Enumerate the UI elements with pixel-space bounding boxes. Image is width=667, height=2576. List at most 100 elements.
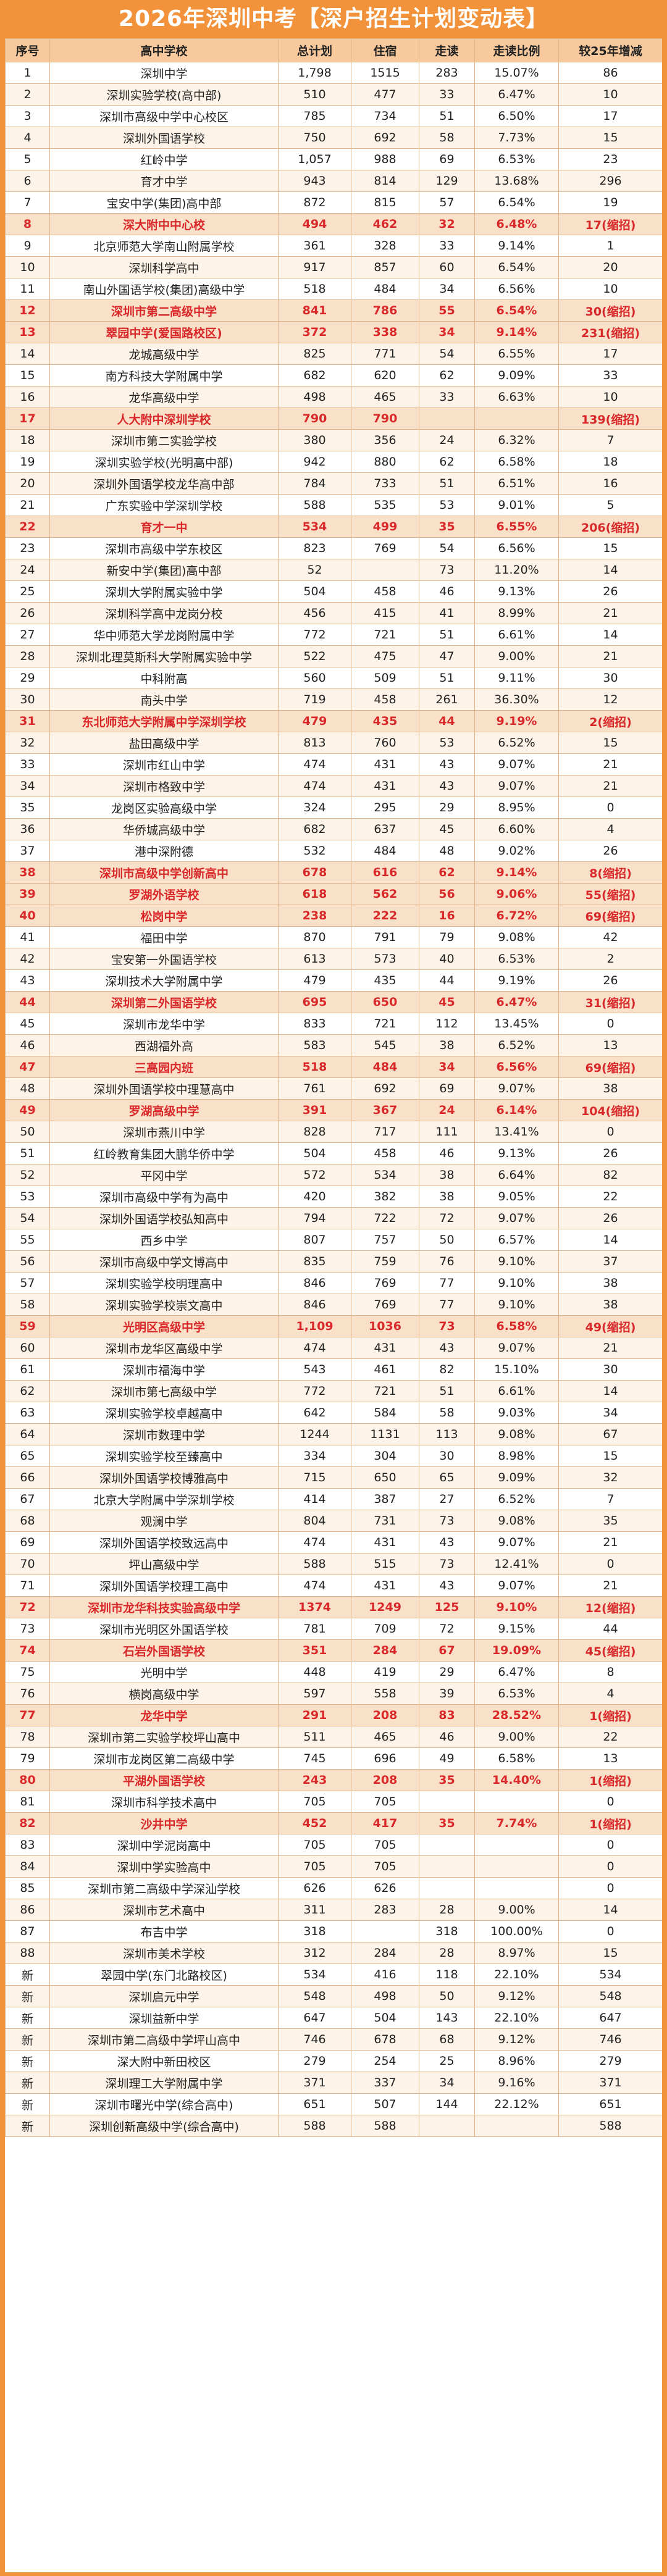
- change-vs-2025: 21: [558, 645, 662, 667]
- total-plan: 745: [278, 1747, 351, 1770]
- boarding-count: 616: [351, 861, 419, 884]
- change-vs-2025: 15: [558, 1445, 662, 1467]
- day-ratio: 6.63%: [474, 386, 559, 408]
- table-row: 83 深圳中学泥岗高中 705 705 0: [5, 1834, 662, 1856]
- day-ratio: 6.32%: [474, 429, 559, 451]
- row-index: 36: [5, 818, 50, 840]
- day-ratio: 9.07%: [474, 1574, 559, 1597]
- table-row: 44 深圳第二外国语学校 695 650 45 6.47% 31(缩招): [5, 991, 662, 1013]
- change-vs-2025: 22: [558, 1726, 662, 1748]
- total-plan: 678: [278, 861, 351, 884]
- change-vs-2025: 69(缩招): [558, 905, 662, 927]
- school-name: 港中深附德: [49, 840, 279, 862]
- boarding-count: 465: [351, 386, 419, 408]
- day-ratio: 6.54%: [474, 191, 559, 214]
- change-vs-2025: 21: [558, 753, 662, 776]
- boarding-count: 760: [351, 732, 419, 754]
- boarding-count: 499: [351, 516, 419, 538]
- table-row: 25 深圳大学附属实验中学 504 458 46 9.13% 26: [5, 580, 662, 603]
- table-row: 66 深圳外国语学校博雅高中 715 650 65 9.09% 32: [5, 1466, 662, 1489]
- boarding-count: 465: [351, 1726, 419, 1748]
- change-vs-2025: 1(缩招): [558, 1704, 662, 1726]
- day-count: 125: [419, 1596, 475, 1618]
- total-plan: 772: [278, 1380, 351, 1402]
- row-index: 72: [5, 1596, 50, 1618]
- day-ratio: 6.48%: [474, 213, 559, 235]
- day-ratio: 9.08%: [474, 1510, 559, 1532]
- total-plan: 1,109: [278, 1315, 351, 1337]
- row-index: 50: [5, 1121, 50, 1143]
- boarding-count: 1131: [351, 1423, 419, 1445]
- table-row: 23 深圳市高级中学东校区 823 769 54 6.56% 15: [5, 537, 662, 559]
- day-count: 72: [419, 1618, 475, 1640]
- row-index: 39: [5, 883, 50, 905]
- total-plan: 597: [278, 1683, 351, 1705]
- day-ratio: [474, 2115, 559, 2137]
- boarding-count: 283: [351, 1899, 419, 1921]
- row-index: 69: [5, 1531, 50, 1554]
- row-index: 64: [5, 1423, 50, 1445]
- header-row: 序号 高中学校 总计划 住宿 走读 走读比例 较25年增减: [5, 38, 662, 62]
- enrollment-table: 序号 高中学校 总计划 住宿 走读 走读比例 较25年增减 1 深圳中学 1,798…: [5, 38, 662, 2137]
- day-count: 50: [419, 1985, 475, 2007]
- total-plan: 715: [278, 1466, 351, 1489]
- school-name: 广东实验中学深圳学校: [49, 494, 279, 516]
- school-name: 深圳外国语学校中理慧高中: [49, 1077, 279, 1100]
- boarding-count: 337: [351, 2072, 419, 2094]
- day-count: 33: [419, 235, 475, 257]
- day-ratio: 12.41%: [474, 1553, 559, 1575]
- day-ratio: 6.61%: [474, 1380, 559, 1402]
- row-index: 65: [5, 1445, 50, 1467]
- boarding-count: 431: [351, 753, 419, 776]
- school-name: 光明中学: [49, 1661, 279, 1683]
- boarding-count: 498: [351, 1985, 419, 2007]
- day-count: 43: [419, 1574, 475, 1597]
- change-vs-2025: 26: [558, 580, 662, 603]
- boarding-count: 208: [351, 1769, 419, 1791]
- total-plan: 318: [278, 1920, 351, 1942]
- school-name: 翠园中学(爱国路校区): [49, 321, 279, 343]
- total-plan: 705: [278, 1834, 351, 1856]
- day-ratio: 6.50%: [474, 105, 559, 127]
- table-row: 28 深圳北理莫斯科大学附属实验中学 522 475 47 9.00% 21: [5, 645, 662, 667]
- day-count: 73: [419, 559, 475, 581]
- change-vs-2025: 15: [558, 732, 662, 754]
- total-plan: 312: [278, 1942, 351, 1964]
- change-vs-2025: 30: [558, 667, 662, 689]
- school-name: 深圳外国语学校龙华高中部: [49, 472, 279, 495]
- row-index: 43: [5, 969, 50, 992]
- boarding-count: 461: [351, 1358, 419, 1381]
- school-name: 深圳市龙华区高级中学: [49, 1337, 279, 1359]
- school-name: 深圳技术大学附属中学: [49, 969, 279, 992]
- day-count: 33: [419, 386, 475, 408]
- day-count: 53: [419, 494, 475, 516]
- row-index: 19: [5, 451, 50, 473]
- boarding-count: 790: [351, 408, 419, 430]
- day-count: 53: [419, 732, 475, 754]
- day-ratio: 6.52%: [474, 1034, 559, 1056]
- row-index: 14: [5, 343, 50, 365]
- school-name: 红岭中学: [49, 148, 279, 170]
- change-vs-2025: 18: [558, 451, 662, 473]
- total-plan: 532: [278, 840, 351, 862]
- school-name: 红岭教育集团大鹏华侨中学: [49, 1142, 279, 1165]
- day-ratio: 9.02%: [474, 840, 559, 862]
- boarding-count: 588: [351, 2115, 419, 2137]
- change-vs-2025: 14: [558, 559, 662, 581]
- school-name: 宝安第一外国语学校: [49, 948, 279, 970]
- total-plan: 682: [278, 818, 351, 840]
- boarding-count: 880: [351, 451, 419, 473]
- school-name: 光明区高级中学: [49, 1315, 279, 1337]
- table-row: 6 育才中学 943 814 129 13.68% 296: [5, 170, 662, 192]
- school-name: 南山外国语学校(集团)高级中学: [49, 278, 279, 300]
- day-count: 45: [419, 991, 475, 1013]
- total-plan: 474: [278, 1531, 351, 1554]
- change-vs-2025: 14: [558, 1229, 662, 1251]
- total-plan: 719: [278, 688, 351, 711]
- table-row: 65 深圳实验学校至臻高中 334 304 30 8.98% 15: [5, 1445, 662, 1467]
- school-name: 华中师范大学龙岗附属中学: [49, 624, 279, 646]
- row-index: 3: [5, 105, 50, 127]
- boarding-count: 584: [351, 1402, 419, 1424]
- row-index: 51: [5, 1142, 50, 1165]
- row-index: 34: [5, 775, 50, 797]
